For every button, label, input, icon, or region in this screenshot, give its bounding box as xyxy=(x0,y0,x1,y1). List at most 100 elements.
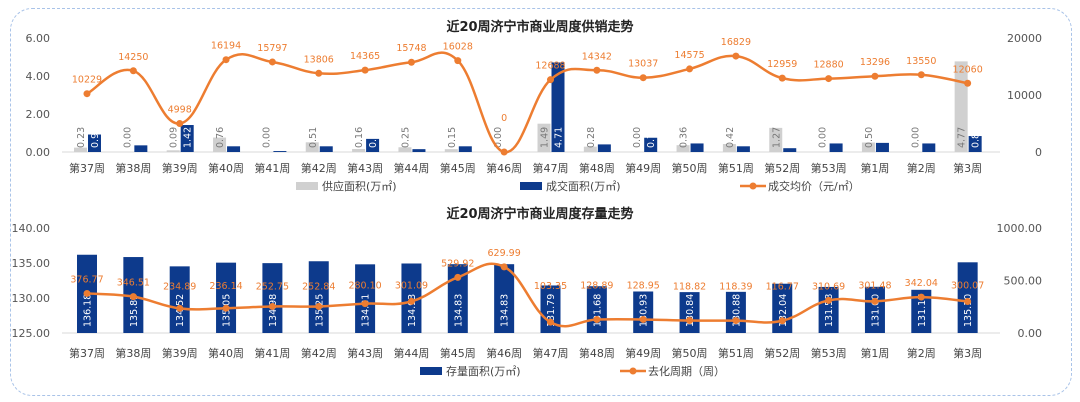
x-axis-tick: 第47周 xyxy=(533,346,569,360)
line-data-label: 14342 xyxy=(582,51,612,62)
left-axis-tick: 135.00 xyxy=(12,257,51,270)
line-point xyxy=(83,289,91,297)
line-point xyxy=(222,56,230,64)
bar-stock xyxy=(679,292,700,333)
x-axis-tick: 第49周 xyxy=(625,346,661,360)
bar-data-label: 0.00 xyxy=(632,127,643,148)
bar-deal xyxy=(922,143,936,152)
line-point xyxy=(686,317,694,325)
line-point xyxy=(778,74,786,82)
x-axis-tick: 第38周 xyxy=(115,346,151,360)
x-axis-tick: 第48周 xyxy=(579,161,615,175)
line-data-label: 252.75 xyxy=(256,281,289,292)
x-axis-tick: 第2周 xyxy=(907,161,936,175)
bar-data-label: 135.25 xyxy=(314,294,325,327)
bar-supply xyxy=(769,127,783,152)
bar-supply xyxy=(444,149,458,152)
right-axis-tick: 10000 xyxy=(1007,89,1042,102)
line-point xyxy=(361,66,369,74)
x-axis-tick: 第47周 xyxy=(533,161,569,175)
bar-stock xyxy=(169,266,190,333)
bar-supply xyxy=(305,142,319,152)
bar-deal xyxy=(412,149,426,152)
line-point xyxy=(83,90,91,98)
line-data-label: 103.35 xyxy=(534,281,567,292)
line-point xyxy=(871,297,879,305)
line-point xyxy=(268,58,276,66)
bar-data-label: 1.49 xyxy=(540,127,551,148)
bar-data-label: 4.71 xyxy=(554,127,565,148)
x-axis-tick: 第44周 xyxy=(393,161,429,175)
bar-stock xyxy=(586,286,607,333)
bar-data-label: 134.98 xyxy=(268,294,279,327)
x-axis-tick: 第53周 xyxy=(811,346,847,360)
line-point xyxy=(686,65,694,73)
bar-stock xyxy=(957,262,978,333)
bar-data-label: 0.51 xyxy=(308,127,319,148)
line-point xyxy=(593,315,601,323)
line-point xyxy=(964,297,972,305)
bar-data-label: 0.00 xyxy=(818,127,829,148)
line-point xyxy=(871,72,879,80)
bar-data-label: 130.84 xyxy=(685,294,696,327)
x-axis-tick: 第45周 xyxy=(440,161,476,175)
line-data-label: 234.89 xyxy=(163,281,196,292)
line-point xyxy=(407,297,415,305)
left-axis-tick: 2.00 xyxy=(26,108,51,121)
line-point xyxy=(361,300,369,308)
line-data-label: 301.48 xyxy=(858,280,891,291)
x-axis-tick: 第2周 xyxy=(907,346,936,360)
line-data-label: 15797 xyxy=(257,43,287,54)
x-axis-tick: 第42周 xyxy=(301,161,337,175)
x-axis-tick: 第49周 xyxy=(625,161,661,175)
bar-data-label: 134.93 xyxy=(407,294,418,327)
x-axis-tick: 第3周 xyxy=(953,346,982,360)
line-data-label: 236.14 xyxy=(209,281,242,292)
bar-stock xyxy=(911,289,932,333)
chart-title: 近20周济宁市商业周度存量走势 xyxy=(446,206,633,222)
line-data-label: 376.77 xyxy=(70,274,103,285)
bar-data-label: 136.18 xyxy=(83,294,94,327)
line-point xyxy=(454,273,462,281)
line-data-label: 128.89 xyxy=(580,280,613,291)
bar-data-label: 131.58 xyxy=(824,294,835,327)
right-axis-tick: 0 xyxy=(1035,146,1042,159)
x-axis-tick: 第51周 xyxy=(718,161,754,175)
bar-data-label: 0.84 xyxy=(971,127,982,148)
line-point xyxy=(917,71,925,79)
line-point xyxy=(176,304,184,312)
x-axis-tick: 第52周 xyxy=(764,346,800,360)
line-data-label: 118.82 xyxy=(673,282,706,293)
chart-card xyxy=(10,8,1072,396)
line-data-label: 16028 xyxy=(443,42,473,53)
bar-stock xyxy=(216,262,237,333)
line-data-label: 116.77 xyxy=(766,282,799,293)
legend-swatch xyxy=(520,182,542,190)
bar-deal xyxy=(783,148,797,152)
line-data-label: 14575 xyxy=(674,50,704,61)
x-axis-tick: 第46周 xyxy=(486,346,522,360)
x-axis-tick: 第43周 xyxy=(347,161,383,175)
bar-deal xyxy=(227,146,241,152)
bar-supply xyxy=(74,147,87,152)
right-axis-tick: 0.00 xyxy=(1018,327,1043,340)
bar-data-label: 1.42 xyxy=(183,127,194,148)
bar-data-label: 131.60 xyxy=(870,294,881,327)
x-axis-tick: 第39周 xyxy=(162,346,198,360)
line-data-label: 529.92 xyxy=(441,258,474,269)
x-axis-tick: 第37周 xyxy=(69,346,105,360)
bar-data-label: 134.83 xyxy=(500,294,511,327)
bar-data-label: 1.27 xyxy=(771,127,782,148)
line-data-label: 16194 xyxy=(211,41,241,52)
x-axis-tick: 第51周 xyxy=(718,346,754,360)
line-data-label: 13037 xyxy=(628,59,658,70)
bar-deal xyxy=(273,151,287,152)
line-point xyxy=(964,79,972,87)
x-axis-tick: 第42周 xyxy=(301,346,337,360)
x-axis-tick: 第45周 xyxy=(440,346,476,360)
x-axis-tick: 第1周 xyxy=(860,346,889,360)
bar-supply xyxy=(213,137,227,152)
bar-data-label: 0.25 xyxy=(400,127,411,148)
line-data-label: 301.09 xyxy=(395,280,428,291)
